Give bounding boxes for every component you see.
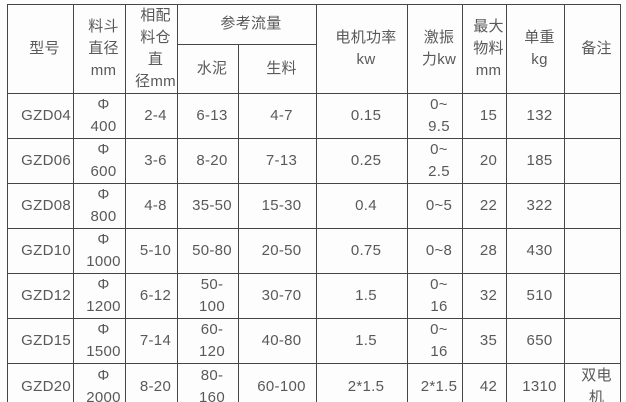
cell-silo-diameter: 3-6 [125,138,178,184]
header-row-1: 型号 料斗 直径 mm 相配 料仓直 径mm 参考流量 电机功率 kw 激振 力… [7,4,622,94]
cell-flow-cement: 80- 160 [177,363,239,402]
cell-hopper-diameter: Φ 1000 [73,228,126,274]
cell-motor-power: 0.4 [316,183,409,229]
cell-flow-cement: 35-50 [177,183,239,229]
cell-silo-diameter: 6-12 [125,273,178,319]
cell-flow-raw: 20-50 [237,228,318,274]
cell-excitation-force: 0~8 [407,228,464,274]
cell-flow-raw: 15-30 [237,183,318,229]
cell-hopper-diameter: Φ 400 [73,93,126,139]
cell-flow-raw: 4-7 [237,93,318,139]
col-header-model: 型号 [7,4,74,94]
cell-flow-cement: 6-13 [177,93,239,139]
cell-max-material: 32 [462,273,508,319]
cell-model: GZD10 [7,228,74,274]
header-row-2: 水泥 生料 [8,43,621,95]
table-row-gzd10: GZD10 Φ 1000 5-10 50-80 20-50 0.75 0~8 2… [7,228,622,274]
cell-remark [564,93,622,139]
cell-remark [564,228,622,274]
col-header-silo-diameter: 相配 料仓直 径mm [125,4,178,94]
col-header-excitation-force: 激振 力kw [407,4,464,94]
cell-motor-power: 0.25 [316,138,409,184]
cell-remark [564,138,622,184]
cell-unit-weight: 132 [506,93,566,139]
cell-remark [564,183,622,229]
col-header-remark: 备注 [564,4,622,94]
cell-model: GZD04 [7,93,74,139]
cell-model: GZD20 [7,363,74,402]
cell-model: GZD08 [7,183,74,229]
cell-model: GZD06 [7,138,74,184]
cell-excitation-force: 0~ 9.5 [407,93,464,139]
cell-max-material: 35 [462,318,508,364]
cell-remark [564,318,622,364]
table-row-gzd12: GZD12 Φ 1200 6-12 50- 100 30-70 1.5 0~ 1… [7,273,622,319]
cell-flow-raw: 60-100 [237,363,318,402]
table-row-gzd06: GZD06 Φ 600 3-6 8-20 7-13 0.25 0~ 2.5 20… [7,138,622,184]
cell-hopper-diameter: Φ 800 [73,183,126,229]
cell-silo-diameter: 7-14 [125,318,178,364]
table-row-gzd08: GZD08 Φ 800 4-8 35-50 15-30 0.4 0~5 22 3… [7,183,622,229]
table-row-gzd04: GZD04 Φ 400 2-4 6-13 4-7 0.15 0~ 9.5 15 … [7,93,622,139]
cell-max-material: 20 [462,138,508,184]
cell-unit-weight: 430 [506,228,566,274]
cell-excitation-force: 0~ 16 [407,273,464,319]
cell-max-material: 22 [462,183,508,229]
cell-flow-cement: 50- 100 [177,273,239,319]
cell-max-material: 28 [462,228,508,274]
cell-unit-weight: 510 [506,273,566,319]
cell-flow-raw: 30-70 [237,273,318,319]
cell-model: GZD12 [7,273,74,319]
cell-motor-power: 1.5 [316,318,409,364]
cell-silo-diameter: 2-4 [125,93,178,139]
cell-max-material: 42 [462,363,508,402]
cell-flow-cement: 8-20 [177,138,239,184]
table-row-gzd20: GZD20 Φ 2000 8-20 80- 160 60-100 2*1.5 2… [7,363,622,402]
cell-hopper-diameter: Φ 2000 [73,363,126,402]
cell-hopper-diameter: Φ 1200 [73,273,126,319]
cell-flow-cement: 60- 120 [177,318,239,364]
cell-flow-cement: 50-80 [177,228,239,274]
col-header-cement: 水泥 [177,43,239,95]
col-header-max-material: 最大 物料 mm [462,4,508,94]
spec-table: 型号 料斗 直径 mm 相配 料仓直 径mm 参考流量 电机功率 kw 激振 力… [7,4,622,402]
cell-remark [564,273,622,319]
col-header-hopper-diameter: 料斗 直径 mm [73,4,126,94]
cell-remark: 双电 机 [564,363,622,402]
cell-unit-weight: 650 [506,318,566,364]
cell-excitation-force: 2*1.5 [407,363,464,402]
table-row-gzd15: GZD15 Φ 1500 7-14 60- 120 40-80 1.5 0~ 1… [7,318,622,364]
col-header-motor-power: 电机功率 kw [316,4,409,94]
cell-excitation-force: 0~ 2.5 [407,138,464,184]
cell-unit-weight: 185 [506,138,566,184]
cell-hopper-diameter: Φ 1500 [73,318,126,364]
cell-motor-power: 0.75 [316,228,409,274]
cell-max-material: 15 [462,93,508,139]
cell-hopper-diameter: Φ 600 [73,138,126,184]
col-header-reference-flow: 参考流量 [176,4,318,45]
col-header-unit-weight: 单重 kg [506,4,566,94]
cell-motor-power: 1.5 [316,273,409,319]
cell-excitation-force: 0~ 16 [407,318,464,364]
cell-flow-raw: 7-13 [237,138,318,184]
cell-motor-power: 2*1.5 [316,363,409,402]
col-header-raw-material: 生料 [237,43,318,95]
cell-unit-weight: 1310 [506,363,566,402]
cell-silo-diameter: 5-10 [125,228,178,274]
cell-excitation-force: 0~5 [407,183,464,229]
cell-silo-diameter: 8-20 [125,363,178,402]
cell-unit-weight: 322 [506,183,566,229]
cell-flow-raw: 40-80 [237,318,318,364]
cell-motor-power: 0.15 [316,93,409,139]
cell-silo-diameter: 4-8 [125,183,178,229]
cell-model: GZD15 [7,318,74,364]
